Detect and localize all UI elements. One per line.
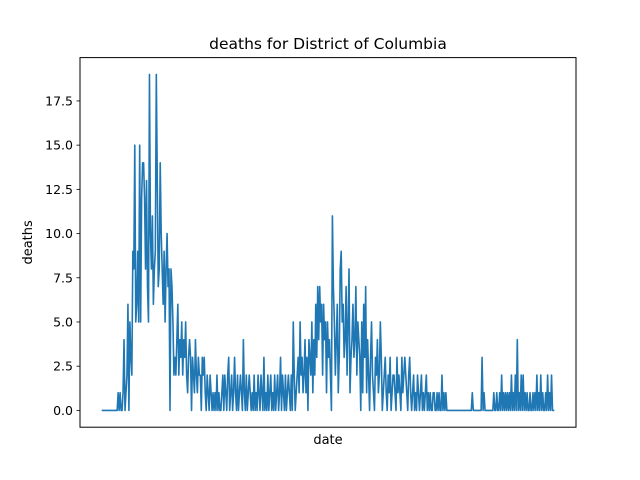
y-tick-label: 12.5 xyxy=(45,182,73,197)
y-tick-label: 2.5 xyxy=(53,359,73,374)
y-tick-label: 10.0 xyxy=(45,226,73,241)
plot-area xyxy=(80,57,576,428)
y-tick-label: 17.5 xyxy=(45,93,73,108)
y-tick-label: 0.0 xyxy=(53,403,73,418)
x-axis-label: date xyxy=(313,433,342,448)
chart-title: deaths for District of Columbia xyxy=(209,35,447,53)
series-line-0 xyxy=(101,73,555,412)
y-tick-label: 5.0 xyxy=(53,314,73,329)
y-tick-label: 15.0 xyxy=(45,138,73,153)
y-tick-label: 7.5 xyxy=(53,270,73,285)
axes-frame xyxy=(79,57,577,428)
y-axis-label: deaths xyxy=(21,220,36,265)
